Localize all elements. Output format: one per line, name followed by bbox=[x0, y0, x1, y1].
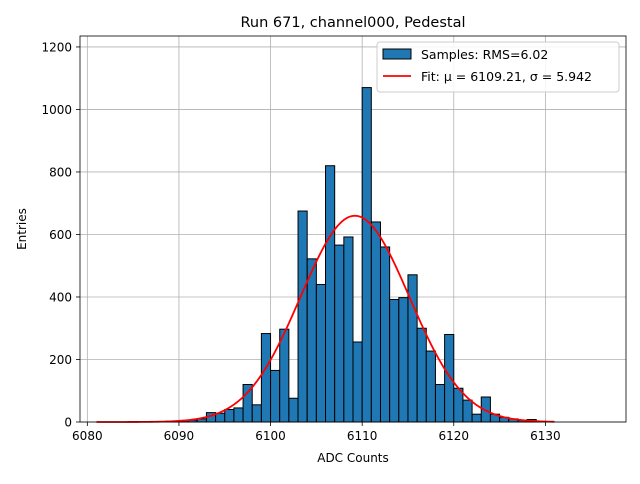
chart-title: Run 671, channel000, Pedestal bbox=[240, 15, 465, 31]
histogram-bar bbox=[225, 409, 234, 422]
histogram-bar bbox=[316, 284, 325, 422]
histogram-bar bbox=[353, 342, 362, 422]
legend-samples-label: Samples: RMS=6.02 bbox=[421, 47, 548, 62]
histogram-bar bbox=[435, 384, 444, 422]
y-tick-label: 800 bbox=[49, 165, 72, 179]
x-tick-label: 6100 bbox=[255, 429, 286, 443]
histogram-bar bbox=[472, 414, 481, 422]
histogram-bar bbox=[362, 88, 371, 422]
histogram-bar bbox=[344, 237, 353, 422]
y-tick-label: 1000 bbox=[41, 103, 72, 117]
x-tick-label: 6110 bbox=[347, 429, 378, 443]
histogram-bar bbox=[289, 398, 298, 422]
x-axis-label: ADC Counts bbox=[317, 451, 389, 465]
histogram-bar bbox=[335, 245, 344, 422]
histogram-bar bbox=[371, 222, 380, 422]
histogram-bar bbox=[252, 405, 261, 422]
legend: Samples: RMS=6.02 Fit: μ = 6109.21, σ = … bbox=[377, 42, 619, 92]
legend-samples-swatch bbox=[383, 49, 411, 59]
histogram-bar bbox=[417, 328, 426, 422]
x-tick-label: 6090 bbox=[164, 429, 195, 443]
histogram-bar bbox=[399, 298, 408, 422]
y-tick-label: 400 bbox=[49, 290, 72, 304]
y-tick-label: 600 bbox=[49, 228, 72, 242]
y-tick-label: 200 bbox=[49, 353, 72, 367]
histogram-bar bbox=[261, 334, 270, 422]
y-axis-label: Entries bbox=[15, 208, 29, 250]
histogram-bar bbox=[298, 211, 307, 422]
histogram-bar bbox=[234, 408, 243, 422]
histogram-bar bbox=[426, 351, 435, 422]
x-tick-label: 6130 bbox=[530, 429, 561, 443]
histogram-bar bbox=[463, 400, 472, 422]
histogram-bar bbox=[390, 299, 399, 422]
x-tick-label: 6120 bbox=[438, 429, 469, 443]
y-tick-label: 1200 bbox=[41, 40, 72, 54]
histogram-bar bbox=[380, 247, 389, 422]
histogram-bar bbox=[445, 334, 454, 422]
legend-fit-label: Fit: μ = 6109.21, σ = 5.942 bbox=[421, 69, 592, 84]
histogram-bar bbox=[307, 259, 316, 422]
histogram-bar bbox=[326, 166, 335, 422]
x-tick-label: 6080 bbox=[72, 429, 103, 443]
y-tick-label: 0 bbox=[64, 416, 72, 430]
histogram-bar bbox=[280, 329, 289, 422]
histogram-bar bbox=[454, 388, 463, 422]
histogram-bar bbox=[271, 370, 280, 422]
